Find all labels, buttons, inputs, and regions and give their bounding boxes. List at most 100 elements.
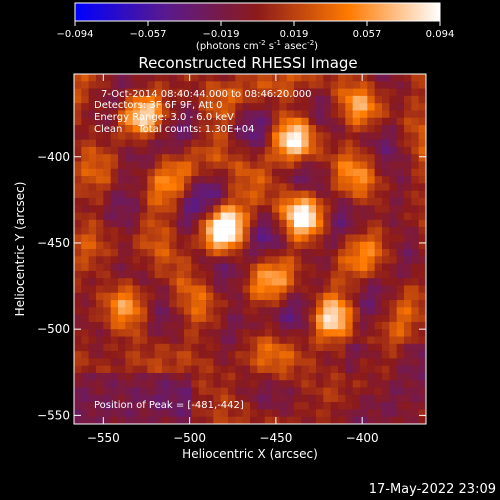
heatmap-cell bbox=[404, 336, 412, 345]
heatmap-cell bbox=[206, 307, 214, 315]
heatmap-cell bbox=[169, 110, 177, 119]
heatmap-cell bbox=[323, 300, 331, 308]
heatmap-cell bbox=[316, 343, 324, 352]
heatmap-cell bbox=[81, 343, 89, 352]
heatmap-cell bbox=[330, 234, 339, 243]
heatmap-cell bbox=[382, 117, 390, 126]
heatmap-image bbox=[74, 74, 427, 425]
heatmap-cell bbox=[272, 263, 280, 272]
heatmap-cell bbox=[418, 168, 427, 177]
heatmap-cell bbox=[316, 168, 324, 177]
heatmap-cell bbox=[316, 241, 324, 250]
heatmap-cell bbox=[147, 139, 155, 148]
heatmap-cell bbox=[184, 183, 192, 191]
heatmap-cell bbox=[360, 241, 368, 250]
heatmap-cell bbox=[301, 329, 309, 337]
heatmap-cell bbox=[316, 81, 324, 89]
heatmap-cell bbox=[360, 358, 368, 366]
heatmap-cell bbox=[184, 219, 192, 228]
heatmap-cell bbox=[374, 372, 383, 381]
heatmap-cell bbox=[352, 81, 361, 89]
heatmap-cell bbox=[264, 329, 273, 337]
heatmap-cell bbox=[110, 394, 119, 403]
heatmap-cell bbox=[162, 409, 170, 418]
heatmap-cell bbox=[125, 365, 133, 374]
heatmap-cell bbox=[301, 168, 309, 177]
heatmap-cell bbox=[235, 329, 243, 337]
heatmap-cell bbox=[154, 190, 163, 199]
heatmap-cell bbox=[191, 307, 199, 315]
heatmap-cell bbox=[294, 351, 302, 359]
heatmap-cell bbox=[367, 292, 375, 301]
heatmap-cell bbox=[264, 380, 273, 388]
heatmap-cell bbox=[308, 372, 317, 381]
heatmap-cell bbox=[74, 197, 82, 206]
heatmap-cell bbox=[140, 197, 148, 206]
heatmap-cell bbox=[88, 95, 97, 104]
heatmap-cell bbox=[235, 387, 243, 396]
heatmap-cell bbox=[103, 205, 111, 213]
heatmap-cell bbox=[367, 146, 375, 155]
heatmap-cell bbox=[411, 234, 419, 243]
heatmap-cell bbox=[74, 387, 82, 396]
heatmap-cell bbox=[213, 241, 221, 250]
heatmap-cell bbox=[404, 88, 412, 97]
heatmap-cell bbox=[330, 110, 339, 119]
heatmap-cell bbox=[81, 241, 89, 250]
heatmap-cell bbox=[176, 219, 185, 228]
heatmap-cell bbox=[154, 74, 163, 82]
heatmap-cell bbox=[250, 205, 258, 213]
heatmap-cell bbox=[338, 146, 346, 155]
heatmap-cell bbox=[206, 212, 214, 221]
heatmap-cell bbox=[118, 394, 126, 403]
heatmap-cell bbox=[404, 300, 412, 308]
heatmap-cell bbox=[396, 292, 405, 301]
heatmap-cell bbox=[198, 197, 207, 206]
heatmap-cell bbox=[213, 161, 221, 170]
heatmap-cell bbox=[345, 183, 353, 191]
heatmap-cell bbox=[272, 197, 280, 206]
heatmap-cell bbox=[213, 314, 221, 323]
heatmap-cell bbox=[404, 372, 412, 381]
heatmap-cell bbox=[294, 234, 302, 243]
heatmap-cell bbox=[396, 372, 405, 381]
heatmap-cell bbox=[118, 103, 126, 111]
heatmap-cell bbox=[418, 278, 427, 286]
heatmap-cell bbox=[147, 103, 155, 111]
heatmap-cell bbox=[191, 234, 199, 243]
heatmap-cell bbox=[228, 336, 236, 345]
heatmap-cell bbox=[250, 336, 258, 345]
heatmap-cell bbox=[389, 197, 397, 206]
heatmap-cell bbox=[418, 307, 427, 315]
heatmap-cell bbox=[162, 300, 170, 308]
heatmap-cell bbox=[367, 402, 375, 410]
heatmap-cell bbox=[316, 270, 324, 279]
heatmap-cell bbox=[360, 372, 368, 381]
heatmap-cell bbox=[396, 176, 405, 184]
heatmap-cell bbox=[367, 183, 375, 191]
heatmap-cell bbox=[382, 263, 390, 272]
heatmap-cell bbox=[118, 176, 126, 184]
heatmap-cell bbox=[294, 372, 302, 381]
heatmap-cell bbox=[418, 227, 427, 235]
heatmap-cell bbox=[213, 103, 221, 111]
heatmap-cell bbox=[125, 212, 133, 221]
heatmap-cell bbox=[191, 190, 199, 199]
heatmap-cell bbox=[213, 88, 221, 97]
heatmap-cell bbox=[301, 183, 309, 191]
heatmap-cell bbox=[294, 197, 302, 206]
heatmap-cell bbox=[74, 307, 82, 315]
heatmap-cell bbox=[301, 285, 309, 294]
heatmap-cell bbox=[154, 387, 163, 396]
heatmap-cell bbox=[338, 103, 346, 111]
heatmap-cell bbox=[286, 103, 295, 111]
heatmap-cell bbox=[367, 168, 375, 177]
heatmap-cell bbox=[228, 161, 236, 170]
heatmap-cell bbox=[184, 358, 192, 366]
heatmap-cell bbox=[118, 387, 126, 396]
heatmap-cell bbox=[396, 146, 405, 155]
heatmap-cell bbox=[191, 146, 199, 155]
heatmap-cell bbox=[323, 154, 331, 162]
heatmap-cell bbox=[88, 227, 97, 235]
heatmap-cell bbox=[132, 409, 141, 418]
